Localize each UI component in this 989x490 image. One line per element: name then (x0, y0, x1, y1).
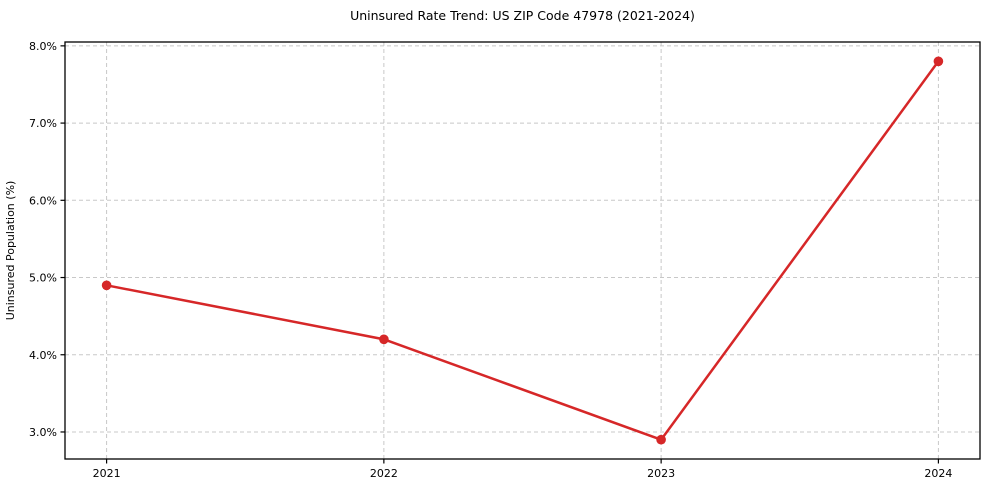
y-tick-label: 8.0% (29, 40, 57, 53)
data-point-2024 (933, 56, 944, 67)
x-tick-label: 2021 (93, 467, 121, 480)
data-point-2023 (656, 434, 666, 445)
y-tick-label: 4.0% (29, 349, 57, 362)
plot-border (64, 41, 981, 460)
y-tick-label: 6.0% (29, 194, 57, 207)
grid-layer (65, 42, 980, 459)
x-tick-label: 2022 (370, 467, 398, 480)
trend-line (105, 60, 940, 441)
data-point-2022 (379, 334, 389, 345)
x-tick-label: 2024 (924, 467, 952, 480)
axes-layer: 2021 2022 2023 2024 3.0% 4.0% 5.0% 6.0% 7.0% 8.0% (29, 40, 981, 480)
y-tick-label: 5.0% (29, 272, 57, 285)
y-axis-title: Uninsured Population (%) (4, 181, 17, 321)
y-tick-label: 3.0% (29, 426, 57, 439)
trend-series-layer (101, 56, 944, 445)
x-tick-label: 2023 (647, 467, 675, 480)
data-point-2021 (101, 280, 112, 291)
y-tick-label: 7.0% (29, 117, 57, 130)
chart-title: Uninsured Rate Trend: US ZIP Code 47978 … (350, 8, 695, 23)
